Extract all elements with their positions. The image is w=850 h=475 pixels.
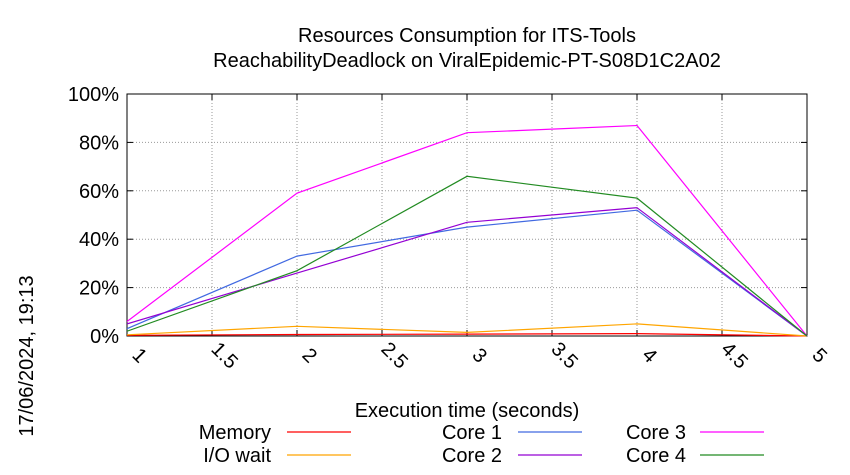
chart-subtitle: ReachabilityDeadlock on ViralEpidemic-PT…: [213, 50, 721, 72]
x-tick-label: 3: [468, 344, 491, 367]
series-line-core-4: [126, 175, 808, 337]
series-line-core-2: [126, 207, 808, 337]
legend-label: Core 3: [626, 422, 686, 444]
y-tick-label: 60%: [79, 181, 119, 203]
chart-title: Resources Consumption for ITS-Tools: [298, 25, 636, 47]
x-tick-label: 4.5: [717, 338, 752, 373]
y-tick-label: 80%: [79, 132, 119, 154]
legend-label: I/O wait: [203, 445, 271, 467]
y-tick-label: 0%: [90, 326, 119, 348]
series-line-core-1: [126, 209, 808, 337]
x-tick-label: 2.5: [377, 338, 412, 373]
series-line-memory: [126, 332, 808, 337]
x-tick-label: 1: [128, 344, 151, 367]
legend-label: Core 4: [626, 445, 686, 467]
timestamp: 17/06/2024, 19:13: [16, 275, 38, 436]
series-line-core-3: [126, 124, 808, 337]
x-tick-label: 5: [808, 344, 831, 367]
y-tick-label: 100%: [68, 84, 119, 106]
x-tick-label: 3.5: [547, 338, 582, 373]
x-tick-label: 4: [638, 344, 661, 367]
grid-lines: [127, 94, 807, 336]
legend-label: Core 2: [442, 445, 502, 467]
y-tick-label: 20%: [79, 278, 119, 300]
legend-label: Memory: [199, 422, 271, 444]
x-tick-label: 1.5: [207, 338, 242, 373]
legend-label: Core 1: [442, 422, 502, 444]
y-tick-label: 40%: [79, 229, 119, 251]
series-line-i-o-wait: [126, 323, 808, 337]
series-lines: [126, 124, 808, 337]
x-tick-label: 2: [298, 344, 321, 367]
x-axis-label: Execution time (seconds): [355, 400, 580, 422]
y-axis: 0% 20% 40% 60% 80% 100%: [68, 84, 807, 348]
